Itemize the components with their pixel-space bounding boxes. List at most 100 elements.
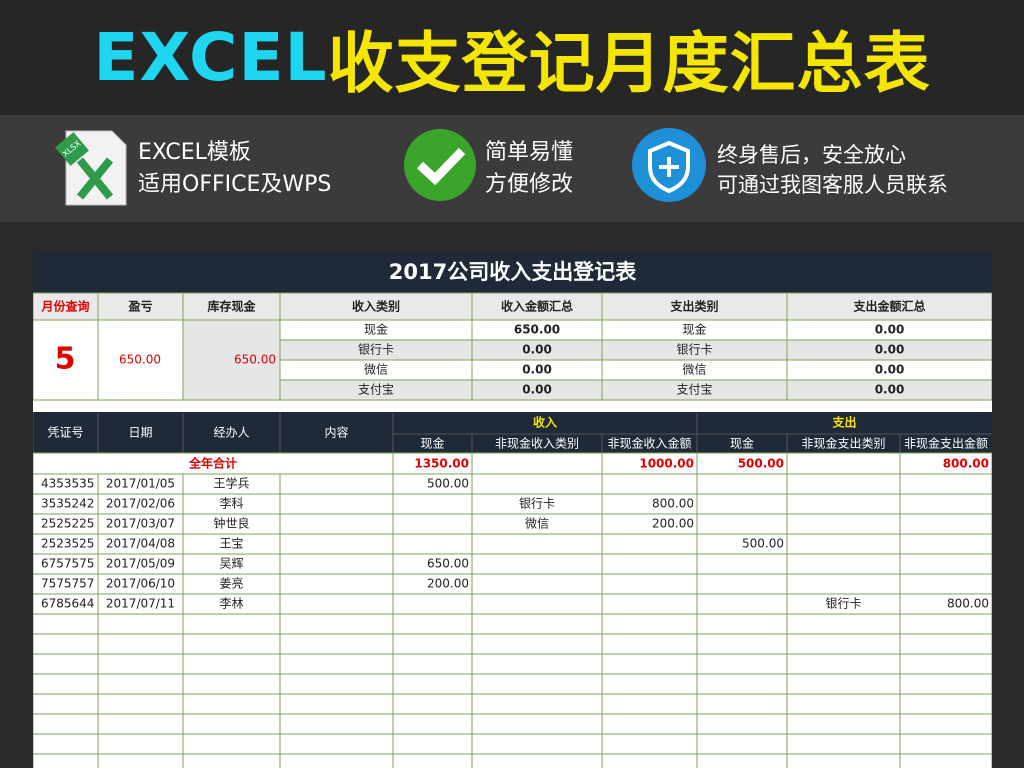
cell (182, 753, 281, 768)
cell-text: 现金 (730, 436, 754, 451)
cell (601, 693, 698, 715)
cell (471, 693, 603, 715)
cell (899, 713, 992, 735)
cell (279, 653, 394, 675)
cell (97, 633, 184, 655)
cell-text: 内容 (324, 425, 348, 440)
cell (182, 613, 281, 635)
cell-text: 2017/06/10 (106, 577, 175, 591)
cell (899, 493, 992, 515)
cell-text: 2017/03/07 (106, 517, 175, 531)
cell (97, 693, 184, 715)
cell-text: 500.00 (738, 457, 784, 471)
cell-text: 吴辉 (219, 557, 243, 571)
cell-text: 银行卡 (358, 343, 394, 357)
cell (97, 713, 184, 735)
cell-text: 2017/04/08 (106, 537, 175, 551)
cell (786, 633, 901, 655)
check-icon (404, 129, 476, 201)
feature-text: 适用OFFICE及WPS (138, 172, 332, 197)
cell (392, 493, 473, 515)
cell (97, 753, 184, 768)
feature-text: EXCEL模板 (138, 140, 251, 165)
feature: EXCEL模板适用OFFICE及WPS (138, 137, 331, 201)
cell (279, 673, 394, 695)
cell (601, 533, 698, 555)
cell (392, 733, 473, 755)
cell (392, 593, 473, 615)
title: 收支登记月度汇总表 (327, 24, 931, 102)
cell (696, 613, 788, 635)
cell (786, 493, 901, 515)
cell (279, 473, 394, 495)
cell (899, 513, 992, 535)
cell (601, 593, 698, 615)
cell-text: 微信 (682, 363, 706, 377)
cell-text: 7575757 (41, 577, 94, 591)
cell (392, 653, 473, 675)
header-cell (182, 292, 281, 321)
cell-text: 微信 (525, 517, 549, 531)
cell (33, 753, 99, 768)
cell (279, 533, 394, 555)
cell (696, 473, 788, 495)
cell (786, 473, 901, 495)
feature-text: 简单易懂 (485, 140, 574, 165)
cell-text: 全年合计 (188, 456, 237, 471)
cell (899, 613, 992, 635)
cell-text: 650.00 (119, 353, 161, 367)
cell-text: 0.00 (875, 323, 905, 337)
cell (899, 553, 992, 575)
cell-text: 现金 (420, 436, 444, 451)
cell (182, 633, 281, 655)
cell (33, 713, 99, 735)
title-bar (33, 252, 992, 293)
cell (601, 733, 698, 755)
cell-text: 0.00 (875, 363, 905, 377)
cell (97, 673, 184, 695)
cell (696, 733, 788, 755)
cell (601, 473, 698, 495)
cell (601, 653, 698, 675)
cell (601, 553, 698, 575)
cell (786, 573, 901, 595)
cell (97, 653, 184, 675)
cell-text: 4353535 (41, 477, 94, 491)
cell-text: 1000.00 (639, 457, 694, 471)
cell (279, 753, 394, 768)
cell (601, 673, 698, 695)
cell-text: 2525225 (41, 517, 94, 531)
cell-text: 6757575 (41, 557, 94, 571)
cell (392, 693, 473, 715)
cell (279, 693, 394, 715)
cell (33, 693, 99, 715)
cell-text: 1350.00 (414, 457, 469, 471)
cell (392, 713, 473, 735)
cell (899, 733, 992, 755)
cell-text: 500.00 (427, 477, 469, 491)
cell (471, 593, 603, 615)
cell-text: 650.00 (514, 323, 560, 337)
excel-badge (55, 132, 89, 166)
cell (696, 513, 788, 535)
cell (786, 653, 901, 675)
cell (471, 713, 603, 735)
feature-band: XLSX EXCEL模板 适用OFFICE及WPS 简单易懂 方便修改 终身售后，安… (0, 115, 1024, 222)
cell (97, 733, 184, 755)
cell-text: 日期 (128, 426, 152, 440)
cell (696, 693, 788, 715)
shield (648, 140, 690, 194)
cell-text: 银行卡 (519, 497, 555, 511)
cell (899, 653, 992, 675)
cell-text: 盈亏 (127, 300, 152, 314)
cell-text: 李科 (219, 496, 243, 511)
cell-text: 银行卡 (825, 597, 861, 611)
cell (33, 319, 99, 401)
cell (601, 753, 698, 768)
cell-text: 2017/07/11 (106, 597, 175, 611)
header-cell (471, 292, 603, 321)
cell (182, 693, 281, 715)
feature-text: 方便修改 (485, 172, 574, 197)
cell-text: 2017公司收入支出登记表 (389, 260, 637, 284)
